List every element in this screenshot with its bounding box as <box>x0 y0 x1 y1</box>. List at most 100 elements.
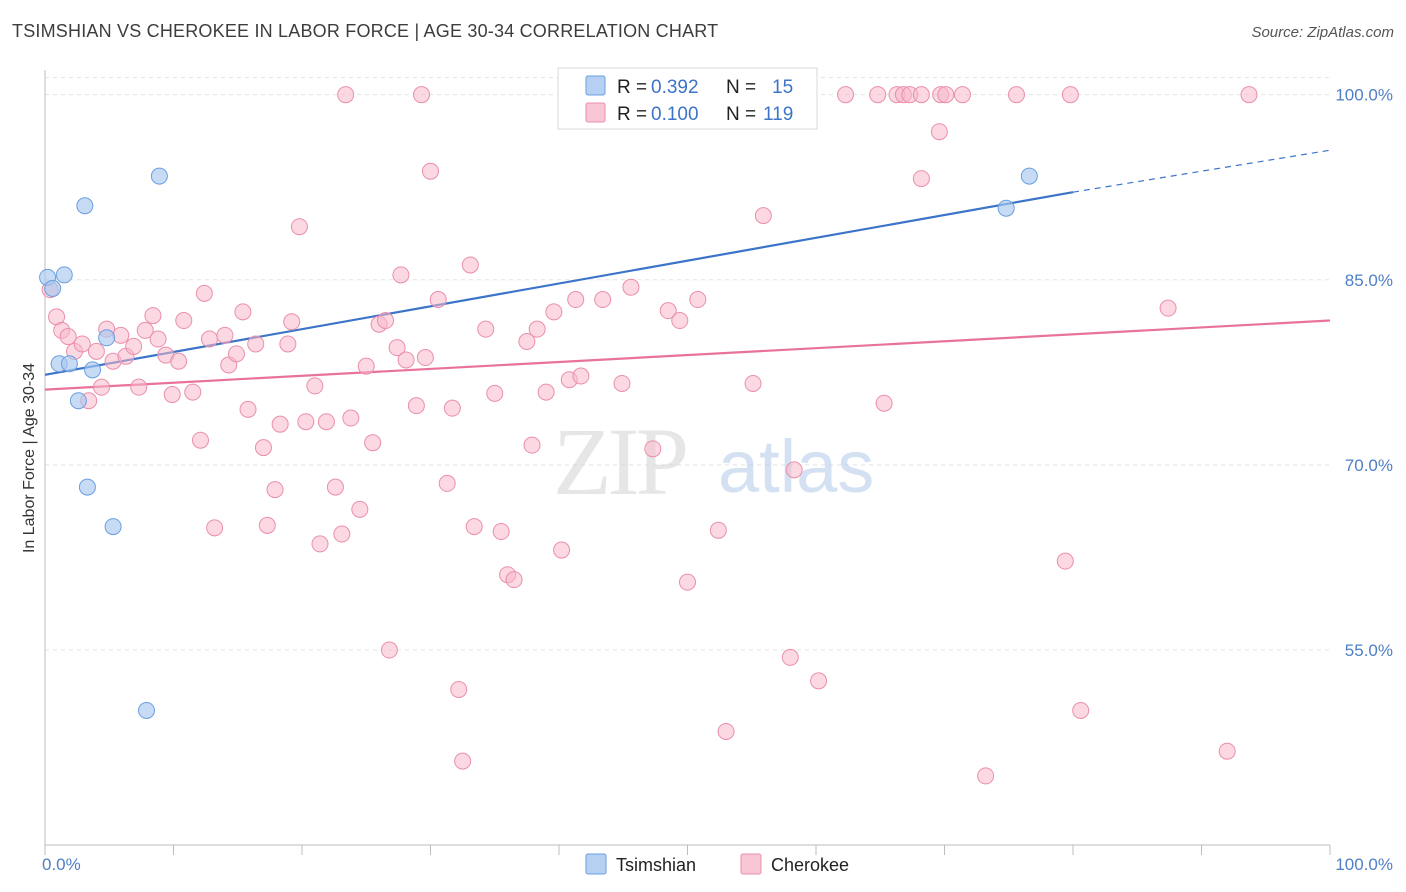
cherokee-point <box>785 461 803 479</box>
tsimshian-point <box>60 355 78 373</box>
legend-n-label: N = <box>726 77 756 98</box>
cherokee-point <box>492 523 510 541</box>
watermark: ZIP atlas <box>553 408 874 515</box>
cherokee-point <box>450 681 468 699</box>
cherokee-point <box>486 384 504 402</box>
cherokee-point <box>297 413 315 431</box>
legend-n-label: N = <box>726 104 756 125</box>
cherokee-point <box>163 386 181 404</box>
legend-swatch-cherokee <box>585 102 606 123</box>
cherokee-point <box>59 328 77 346</box>
cherokee-point <box>837 86 855 104</box>
tsimshian-point <box>1020 167 1038 185</box>
legend-row-cherokee: R = 0.100 N = 119 <box>585 102 793 125</box>
cherokee-point <box>258 516 276 534</box>
cherokee-point <box>1218 742 1236 760</box>
cherokee-point <box>1159 299 1177 317</box>
cherokee-point <box>416 349 434 367</box>
cherokee-point <box>364 434 382 452</box>
legend-swatch-tsimshian <box>585 75 606 96</box>
tsimshian-point <box>69 392 87 410</box>
cherokee-point <box>1056 552 1074 570</box>
cherokee-point <box>317 413 335 431</box>
cherokee-point <box>679 573 696 591</box>
cherokee-point <box>279 335 297 353</box>
bottom-legend-swatch-cherokee <box>740 853 762 875</box>
cherokee-point <box>912 170 930 188</box>
bottom-legend-label-tsimshian: Tsimshian <box>616 855 696 875</box>
cherokee-point <box>572 367 590 385</box>
bottom-legend: Tsimshian Cherokee <box>585 853 849 875</box>
cherokee-point <box>422 162 439 180</box>
legend-r-value-cherokee: 0.100 <box>651 104 699 125</box>
cherokee-point <box>254 439 272 457</box>
cherokee-point <box>216 326 234 344</box>
legend-box: R = 0.392 N = 15 R = 0.100 N = 119 <box>557 67 818 130</box>
cherokee-point <box>392 266 410 284</box>
trendline-cherokee <box>44 319 1331 391</box>
y-tick-labels: 55.0% 70.0% 85.0% 100.0% <box>1335 86 1393 660</box>
cherokee-point <box>184 383 202 401</box>
y-tick-label: 100.0% <box>1335 86 1393 105</box>
cherokee-point <box>744 374 762 392</box>
chart-title: TSIMSHIAN VS CHEROKEE IN LABOR FORCE | A… <box>12 21 719 41</box>
x-tick-labels: 0.0% 100.0% <box>42 855 1393 874</box>
cherokee-point <box>306 377 324 395</box>
cherokee-point <box>290 218 308 236</box>
cherokee-point <box>937 86 955 104</box>
x-tick-label: 0.0% <box>42 855 81 874</box>
cherokee-point <box>477 320 495 338</box>
bottom-legend-swatch-tsimshian <box>585 853 607 875</box>
tsimshian-point <box>84 361 102 379</box>
tsimshian-point <box>55 266 73 284</box>
cherokee-point <box>567 291 585 309</box>
grid-lines <box>45 77 1330 651</box>
cherokee-point <box>283 313 301 331</box>
cherokee-point <box>659 302 677 320</box>
cherokee-point <box>429 291 447 309</box>
cherokee-point <box>333 525 351 543</box>
legend-r-label: R = <box>617 104 647 125</box>
cherokee-point <box>709 521 727 539</box>
cherokee-point <box>195 284 213 302</box>
cherokee-point <box>266 481 284 499</box>
cherokee-point <box>1061 86 1079 104</box>
legend-r-value-tsimshian: 0.392 <box>651 77 699 98</box>
cherokee-point <box>528 320 546 338</box>
cherokee-point <box>438 474 456 492</box>
x-tick-label: 100.0% <box>1335 855 1393 874</box>
y-tick-label: 55.0% <box>1345 641 1393 660</box>
tsimshian-point <box>98 329 116 347</box>
tsimshian-point <box>44 279 62 297</box>
cherokee-point <box>271 415 289 433</box>
cherokee-point <box>200 330 218 348</box>
legend-row-tsimshian: R = 0.392 N = 15 <box>585 75 793 98</box>
cherokee-point <box>380 641 398 659</box>
trendline-extension-tsimshian <box>1072 149 1331 193</box>
tsimshian-point <box>150 167 168 185</box>
cherokee-point <box>1007 86 1025 104</box>
cherokee-point <box>594 291 612 309</box>
cherokee-point <box>671 312 689 330</box>
legend-n-value-cherokee: 119 <box>763 104 793 125</box>
cherokee-point <box>454 752 472 770</box>
cherokee-point <box>93 378 111 396</box>
cherokee-point <box>717 722 735 740</box>
cherokee-point <box>461 256 479 274</box>
cherokee-point <box>407 397 425 415</box>
cherokee-point <box>644 440 662 458</box>
tsimshian-point <box>78 478 96 496</box>
cherokee-point <box>144 307 162 325</box>
y-tick-label: 70.0% <box>1345 456 1393 475</box>
y-axis-title: In Labor Force | Age 30-34 <box>21 363 38 553</box>
cherokee-point <box>912 86 930 104</box>
tsimshian-point <box>76 197 94 215</box>
tsimshian-point <box>997 199 1015 217</box>
cherokee-point <box>930 123 948 141</box>
axes <box>44 70 1331 855</box>
bottom-legend-label-cherokee: Cherokee <box>771 855 849 875</box>
cherokee-point <box>689 291 707 309</box>
cherokee-point <box>326 478 344 496</box>
cherokee-point <box>351 500 369 518</box>
